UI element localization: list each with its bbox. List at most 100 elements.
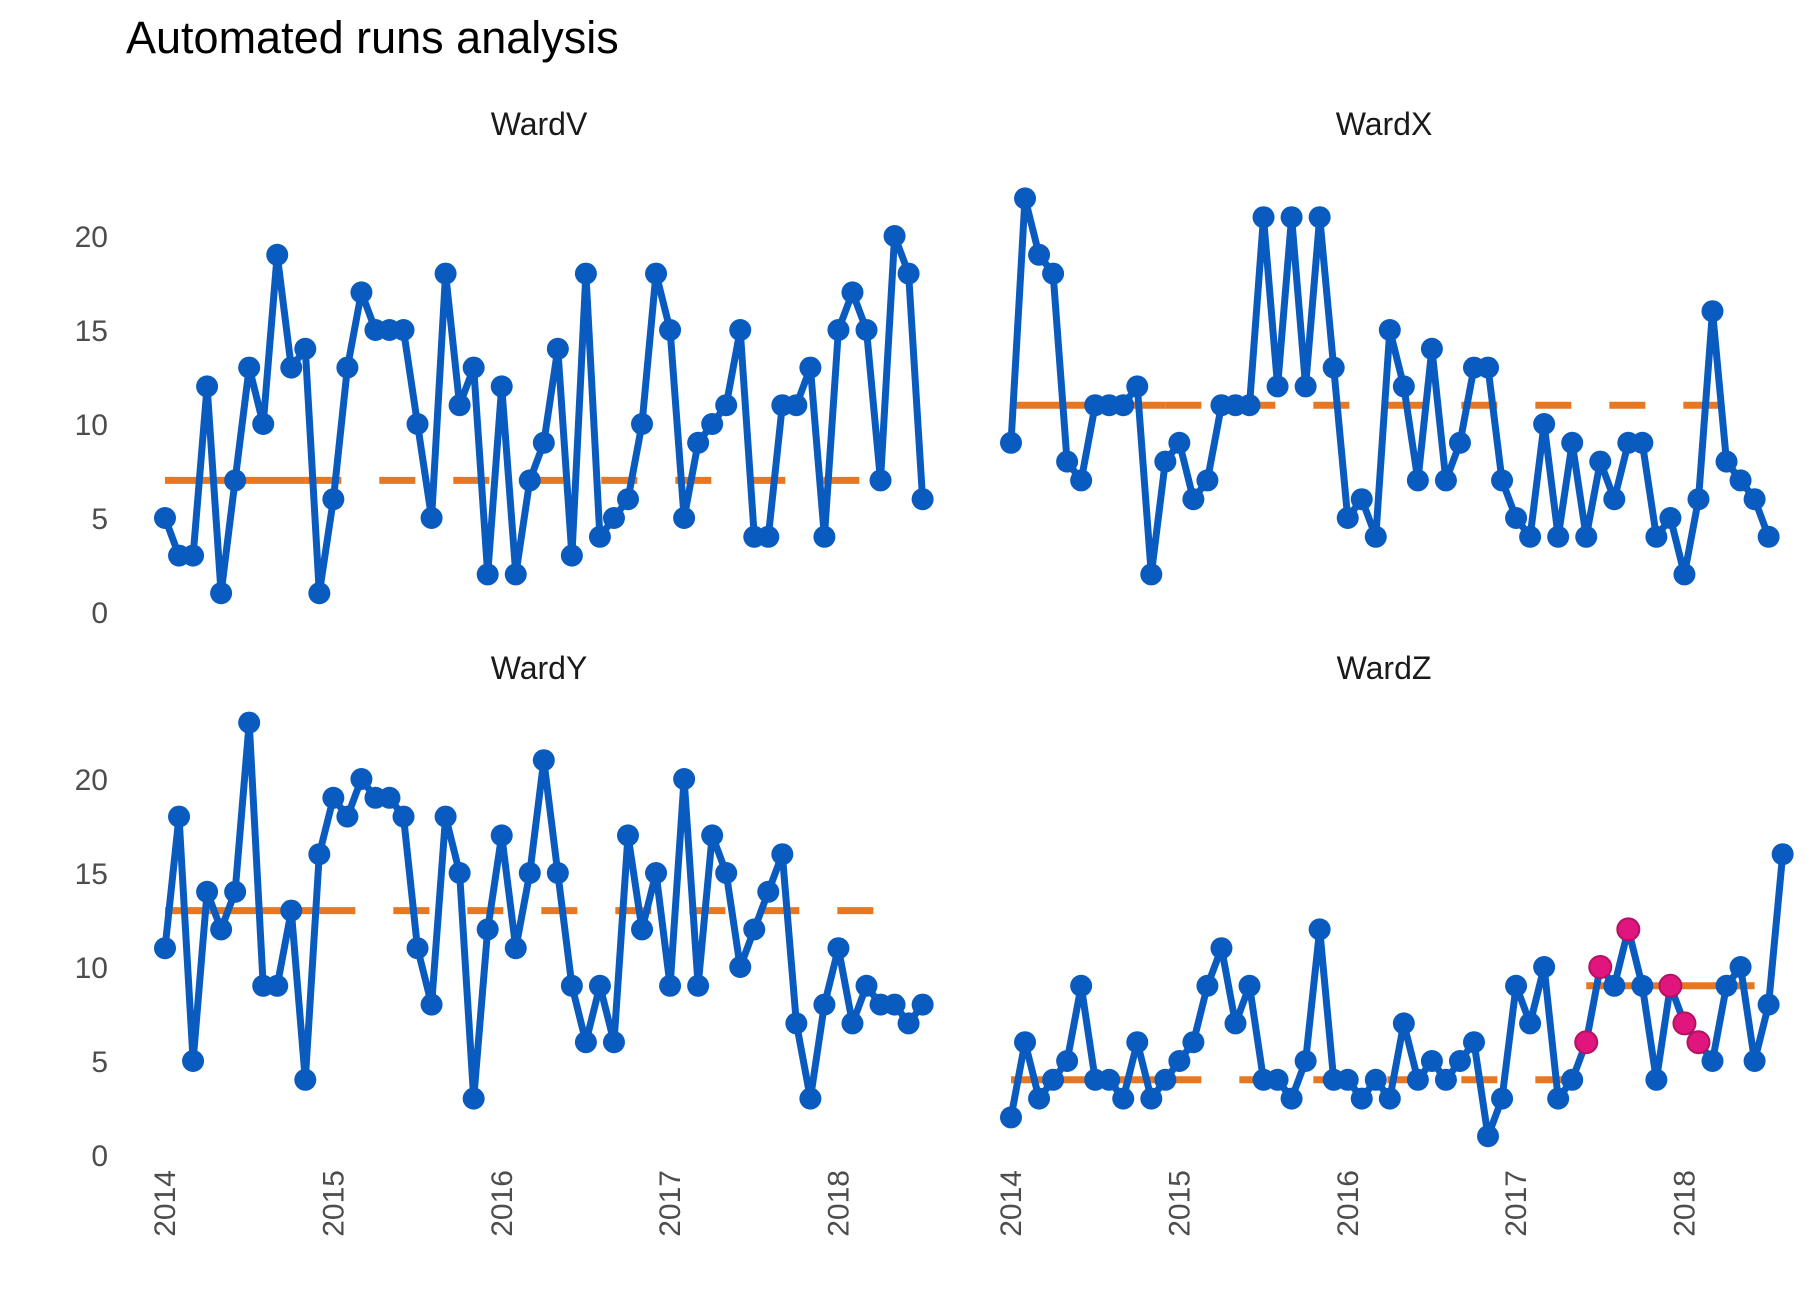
- data-point: [1491, 1087, 1514, 1110]
- y-tick-label: 15: [75, 858, 108, 891]
- data-point: [462, 1087, 485, 1110]
- data-point: [1743, 488, 1766, 511]
- data-point: [1238, 394, 1261, 417]
- highlight-point: [1588, 955, 1613, 979]
- data-point: [504, 937, 527, 960]
- data-point: [1126, 375, 1149, 398]
- data-point: [1392, 1012, 1415, 1035]
- x-tick-label: 2016: [1332, 1170, 1365, 1237]
- data-point: [196, 375, 219, 398]
- data-point: [1112, 394, 1135, 417]
- data-point: [406, 413, 429, 435]
- data-point: [1168, 1050, 1191, 1072]
- panel-marks: [154, 225, 934, 605]
- y-tick-label: 5: [91, 503, 108, 536]
- data-point: [602, 1031, 625, 1054]
- data-point: [588, 525, 611, 548]
- data-point: [1070, 974, 1093, 997]
- x-axis-right: 2014 2015 2016 2017 2018: [995, 1170, 1702, 1237]
- data-point: [1603, 974, 1626, 997]
- panel-ward-x: WardX: [1000, 106, 1780, 586]
- data-point: [1631, 431, 1654, 454]
- data-point: [518, 862, 541, 884]
- data-point: [1462, 1031, 1485, 1054]
- data-point: [1477, 356, 1500, 379]
- data-point: [883, 993, 906, 1016]
- y-tick-label: 0: [91, 1140, 108, 1173]
- data-point: [659, 974, 682, 997]
- data-point: [715, 394, 738, 417]
- x-tick-label: 2015: [1163, 1170, 1196, 1237]
- data-point: [1701, 300, 1724, 323]
- data-point: [266, 974, 289, 997]
- data-point: [224, 469, 247, 492]
- data-point: [182, 544, 205, 567]
- data-point: [1350, 488, 1373, 511]
- data-point: [1757, 993, 1780, 1016]
- data-point: [1505, 974, 1528, 997]
- data-point: [1000, 431, 1022, 454]
- data-point: [238, 711, 261, 734]
- y-axis-top: 0 5 10 15 20: [75, 221, 108, 630]
- data-point: [1294, 1050, 1317, 1072]
- highlight-point: [1686, 1030, 1711, 1055]
- data-point: [1547, 1087, 1570, 1110]
- data-point: [392, 805, 415, 828]
- data-point: [532, 431, 555, 454]
- x-axis-left: 2014 2015 2016 2017 2018: [149, 1170, 856, 1237]
- data-point: [1491, 469, 1514, 492]
- data-point: [266, 243, 289, 266]
- data-point: [1659, 507, 1682, 529]
- data-point: [1645, 1068, 1668, 1091]
- panel-marks: [1000, 187, 1780, 586]
- data-point: [1631, 974, 1654, 997]
- data-point: [616, 824, 639, 847]
- y-tick-label: 20: [75, 764, 108, 797]
- data-point: [897, 1012, 920, 1035]
- data-point: [532, 749, 555, 772]
- data-point: [588, 974, 611, 997]
- data-point: [813, 525, 836, 548]
- data-point: [1771, 843, 1794, 866]
- data-point: [1673, 563, 1696, 586]
- data-point: [1547, 525, 1570, 548]
- data-point: [308, 843, 331, 866]
- data-point: [1224, 1012, 1247, 1035]
- data-point: [1098, 1068, 1121, 1091]
- data-point: [182, 1050, 205, 1072]
- data-point: [1126, 1031, 1149, 1054]
- data-point: [1308, 206, 1331, 229]
- panel-title: WardZ: [1337, 650, 1432, 686]
- data-point: [1561, 1068, 1584, 1091]
- data-point: [1420, 1050, 1443, 1072]
- data-point: [911, 993, 934, 1016]
- data-point: [729, 319, 752, 341]
- data-point: [799, 1087, 822, 1110]
- data-point: [1238, 974, 1261, 997]
- data-point: [1014, 1031, 1037, 1054]
- data-point: [1280, 206, 1303, 229]
- data-point: [1168, 431, 1191, 454]
- data-point: [252, 413, 275, 435]
- data-point: [897, 262, 920, 285]
- highlight-point: [1658, 973, 1683, 998]
- panel-title: WardX: [1336, 106, 1433, 142]
- y-axis-bottom: 0 5 10 15 20: [75, 764, 108, 1173]
- data-point: [406, 937, 429, 960]
- highlight-point: [1672, 1011, 1697, 1036]
- data-point: [420, 507, 443, 529]
- data-point: [1589, 450, 1612, 473]
- data-point: [1729, 956, 1752, 978]
- data-point: [729, 956, 752, 978]
- data-point: [434, 262, 457, 285]
- data-point: [841, 1012, 864, 1035]
- data-point: [631, 413, 654, 435]
- data-point: [168, 805, 191, 828]
- x-tick-label: 2014: [995, 1170, 1028, 1237]
- data-point: [1434, 1068, 1457, 1091]
- data-point: [855, 974, 878, 997]
- data-point: [294, 1068, 317, 1091]
- data-point: [1378, 319, 1401, 341]
- data-point: [280, 899, 303, 922]
